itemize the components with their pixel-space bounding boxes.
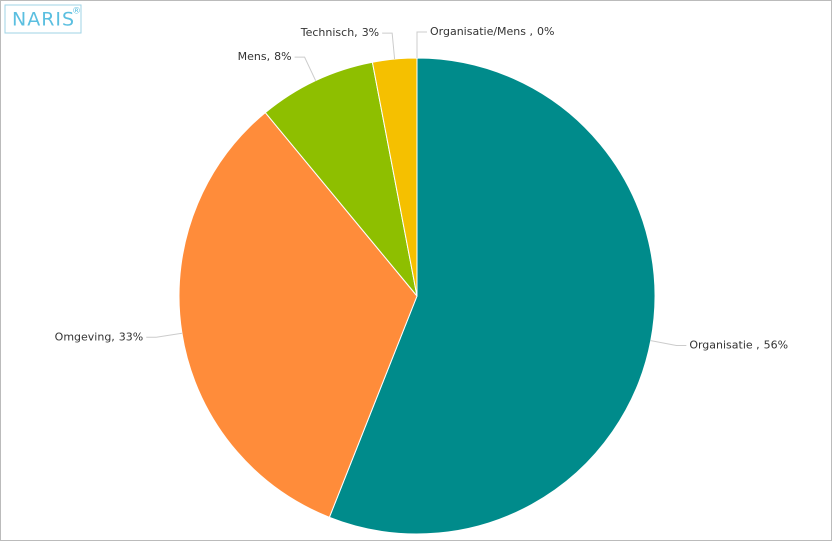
- slice-label: Mens, 8%: [238, 50, 292, 63]
- slice-value: 56%: [764, 338, 788, 351]
- logo-box: [4, 4, 82, 34]
- slice-name: Technisch,: [300, 26, 358, 39]
- logo-text: NARIS: [12, 9, 75, 31]
- pie-slice: [178, 111, 418, 518]
- pie-slice: [328, 57, 656, 535]
- slice-name: Omgeving,: [55, 330, 115, 343]
- label-connector: [146, 332, 183, 338]
- label-connector: [650, 340, 687, 346]
- slice-value: 33%: [119, 330, 143, 343]
- logo-mark: ®: [72, 7, 81, 17]
- slice-label: Technisch, 3%: [300, 26, 379, 39]
- slice-label: Organisatie , 56%: [689, 338, 788, 351]
- slice-value: 0%: [537, 25, 554, 38]
- slice-name: Organisatie/Mens ,: [430, 25, 533, 38]
- label-connector: [416, 31, 427, 58]
- label-connector: [382, 32, 396, 60]
- slice-value: 8%: [274, 50, 291, 63]
- slice-name: Organisatie ,: [689, 338, 759, 351]
- slice-label: Omgeving, 33%: [55, 330, 144, 343]
- slice-label: Organisatie/Mens , 0%: [430, 25, 554, 38]
- slice-name: Mens,: [238, 50, 270, 63]
- label-connector: [294, 56, 317, 81]
- slice-value: 3%: [362, 26, 379, 39]
